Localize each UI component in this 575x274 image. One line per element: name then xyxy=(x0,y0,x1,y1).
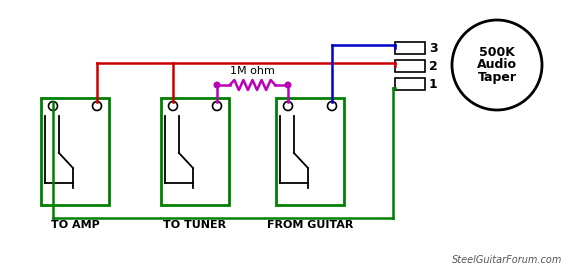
Circle shape xyxy=(168,101,178,110)
Bar xyxy=(395,42,425,54)
Text: Audio: Audio xyxy=(477,59,517,72)
Text: 2: 2 xyxy=(429,59,438,73)
Circle shape xyxy=(452,20,542,110)
Text: TO TUNER: TO TUNER xyxy=(163,220,227,230)
Text: 500K: 500K xyxy=(479,45,515,59)
Circle shape xyxy=(48,101,58,110)
Text: 3: 3 xyxy=(429,41,438,55)
Bar xyxy=(161,98,229,205)
Text: TO AMP: TO AMP xyxy=(51,220,99,230)
Circle shape xyxy=(93,101,102,110)
Text: Taper: Taper xyxy=(477,72,516,84)
Circle shape xyxy=(283,101,293,110)
Bar xyxy=(276,98,344,205)
Circle shape xyxy=(285,81,292,89)
Circle shape xyxy=(328,101,336,110)
Text: SteelGuitarForum.com: SteelGuitarForum.com xyxy=(451,255,562,265)
Text: 1M ohm: 1M ohm xyxy=(230,66,275,76)
Bar xyxy=(41,98,109,205)
Text: FROM GUITAR: FROM GUITAR xyxy=(267,220,353,230)
Bar xyxy=(395,78,425,90)
Circle shape xyxy=(213,101,221,110)
Circle shape xyxy=(213,81,220,89)
Text: 1: 1 xyxy=(429,78,438,90)
Bar xyxy=(395,60,425,72)
